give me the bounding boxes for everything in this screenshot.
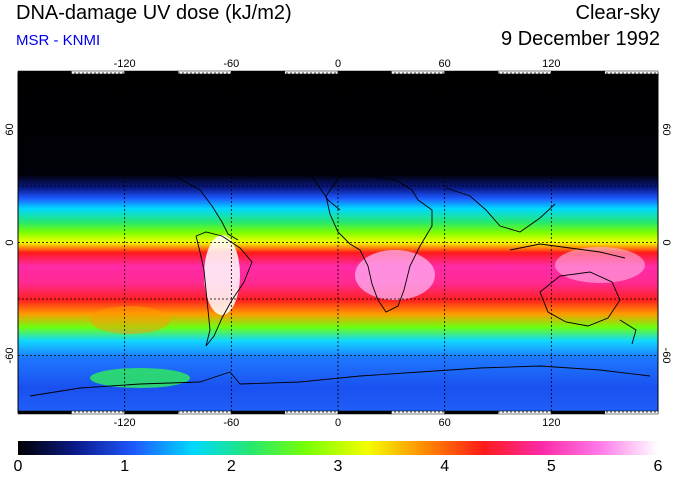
colorbar-tick-label: 2 [226,458,236,475]
lon-tick-label: -60 [223,417,239,429]
lat-tick-label: 60 [4,123,16,135]
frame-bar-top [17,70,72,75]
lon-tick-label: 120 [542,417,560,429]
colorbar-tick-label: 6 [653,458,663,475]
frame-bar-bottom [71,410,125,415]
lat-ticks-right: 60 0 -60 [660,123,672,363]
frame-bar-top [71,70,125,75]
frame-bar-bottom [17,410,72,415]
frame-bar-bottom [284,410,339,415]
indonesia-coast [509,243,626,259]
pacific-orange-patch [90,306,170,334]
frame-bar-top [337,70,392,75]
frame-bar-top [177,70,232,75]
lat-tick-label: 0 [4,239,16,245]
colorbar-tick-label: 0 [13,458,23,475]
lon-tick-label: 60 [439,417,451,429]
colorbar-tick-label: 4 [440,458,450,475]
source-label: MSR - KNMI [16,32,101,49]
frame-bar-bottom [497,410,552,415]
andes-uv-max [204,235,240,315]
frame-bar-bottom [337,410,392,415]
south-america-coast [195,231,253,347]
frame-bar-bottom [231,410,285,415]
north-america-coast [144,171,239,241]
europe-coast [311,175,341,211]
frame-bar-bottom [604,410,659,415]
new-zealand-coast [619,319,637,345]
date-label: 9 December 1992 [501,28,660,50]
lat-tick-label: -60 [4,348,16,364]
frame-bar-top [551,70,605,75]
colorbar [18,441,658,455]
lon-ticks-top: -120 -60 0 60 120 [114,58,561,70]
colorbar-tick-label: 5 [546,458,556,475]
frame-bar-top [391,70,445,75]
south-america-west-coast [195,235,211,347]
sky-condition-label: Clear-sky [575,2,660,24]
graticule [18,72,658,413]
lon-ticks-bottom: -120 -60 0 60 120 [114,417,561,429]
antarctica-coast [29,365,651,397]
frame-bar-top [284,70,339,75]
lon-tick-label: 0 [335,58,341,70]
lon-tick-label: -120 [114,417,136,429]
lat-tick-label: 0 [660,239,672,245]
australia-coast [539,271,621,327]
lon-tick-label: -60 [223,58,239,70]
lat-ticks-left: 60 0 -60 [4,123,16,363]
lon-tick-label: 0 [335,417,341,429]
coastlines [29,171,651,397]
africa-uv-max [355,250,435,300]
frame-bar-bottom [444,410,499,415]
frame-bar-bottom [124,410,179,415]
frame-bars [17,70,659,415]
frame-bar-bottom [551,410,605,415]
frame-bar-top [497,70,552,75]
frame-bar-top [124,70,179,75]
frame-bar-bottom [391,410,445,415]
map-title: DNA-damage UV dose (kJ/m2) [16,2,292,24]
lon-tick-label: 60 [439,58,451,70]
lon-tick-label: 120 [542,58,560,70]
colorbar-tick-label: 3 [333,458,343,475]
antarctic-green-patch [90,368,190,388]
frame-bar-top [444,70,499,75]
lat-tick-label: 60 [660,123,672,135]
frame-bar-bottom [177,410,232,415]
africa-coast [325,175,433,313]
lat-tick-label: -60 [660,348,672,364]
lon-tick-label: -120 [114,58,136,70]
frame-bar-top [604,70,659,75]
frame-bar-top [231,70,285,75]
asia-coast [445,187,556,233]
colorbar-tick-label: 1 [120,458,130,475]
